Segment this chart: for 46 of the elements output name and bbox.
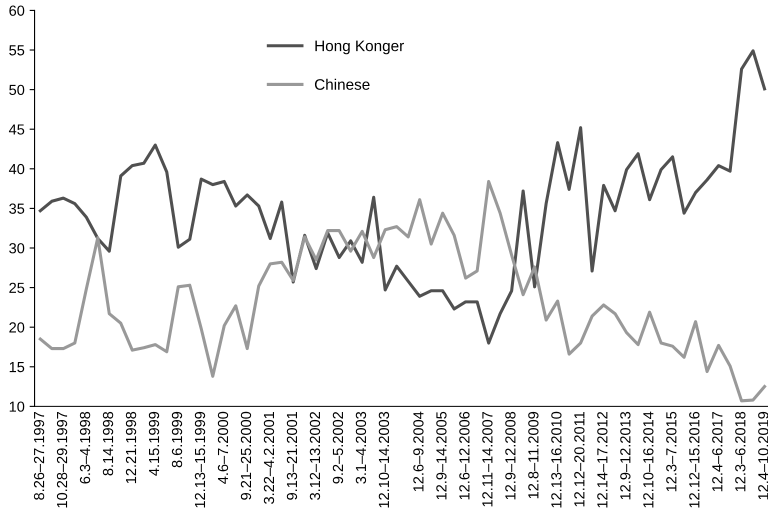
x-tick-label: 12.3–7.2015 [666,412,676,492]
y-tick-label: 20 [9,322,24,333]
x-tick-label: 12.6–9.2004 [413,412,424,492]
y-tick-label: 25 [9,282,24,294]
x-tick-label: 12.9–12.2008 [505,412,516,500]
y-tick-label: 60 [9,6,24,16]
x-tick-label: 12.3–6.2018 [735,412,746,492]
y-tick-label: 35 [9,204,24,214]
x-tick-label: 6.3–4.1998 [80,412,90,484]
x-tick-label: 9.21–25.2000 [240,412,252,500]
x-tick-label: 3.22–4.2.2001 [264,412,274,504]
y-tick-label: 55 [9,45,24,56]
x-tick-label: 12.9–12.2013 [620,412,631,500]
x-tick-label: 12.10–16.2014 [643,412,654,508]
x-tick-label: 8.14.1998 [102,412,114,476]
x-tick-label: 12.13–16.2010 [551,412,562,508]
x-tick-label: 8.26–27.1997 [34,412,44,500]
x-tick-label: 12.9–14.2005 [436,412,447,500]
x-tick-label: 12.6–12.2006 [459,412,470,500]
x-tick-label: 12.12–20.2011 [574,412,585,506]
x-tick-label: 12.21.1998 [126,412,136,484]
y-tick-label: 10 [10,401,24,412]
legend-label: Hong Konger [315,40,404,54]
x-tick-label: 3.1–4.2003 [356,412,366,484]
x-tick-label: 12.14–17.2012 [597,412,608,508]
x-tick-label: 12.8–11.2009 [528,412,539,498]
x-tick-label: 9.2–5.2002 [332,412,344,484]
x-tick-label: 12.4–10.2019 [758,412,768,500]
x-tick-label: 3.12–13.2002 [310,412,320,500]
x-tick-label: 9.13–21.2001 [286,412,298,500]
x-tick-label: 12.13–15.1999 [194,412,206,508]
y-tick-label: 50 [9,84,24,96]
y-tick-label: 45 [8,124,24,135]
x-tick-label: 12.11–14.2007 [482,412,493,506]
x-tick-label: 4.6–7.2000 [218,412,228,484]
x-tick-label: 10.28–29.1997 [56,412,68,508]
x-tick-label: 12.4–6.2017 [712,412,722,492]
x-tick-label: 8.6.1999 [172,412,182,468]
line-series [38,180,766,402]
y-tick-label: 30 [9,243,24,254]
x-tick-label: 12.12–15.2016 [689,412,700,508]
x-tick-label: 12.10–14.2003 [378,412,390,508]
y-tick-label: 15 [10,362,24,372]
x-tick-label: 4.15.1999 [148,412,160,476]
y-tick-label: 40 [8,164,24,174]
legend-label: Chinese [314,78,370,90]
